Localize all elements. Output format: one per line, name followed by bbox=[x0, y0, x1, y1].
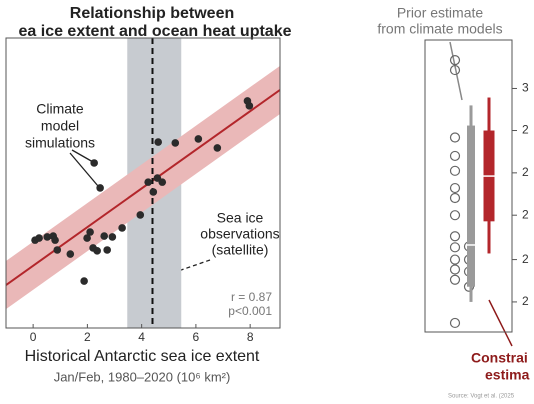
observation-annotation: Sea ice bbox=[217, 210, 264, 226]
data-point bbox=[144, 178, 152, 186]
y-tick-label: 2 bbox=[522, 294, 529, 308]
prior-point bbox=[449, 210, 461, 221]
y-tick-label: 2 bbox=[522, 123, 529, 137]
model-annotation: simulations bbox=[25, 135, 95, 151]
data-point bbox=[51, 236, 59, 244]
prior-point bbox=[449, 55, 461, 66]
observation-annotation: observations bbox=[200, 226, 279, 242]
data-point bbox=[96, 184, 104, 192]
data-point bbox=[43, 233, 52, 241]
panel-frame bbox=[424, 39, 513, 333]
prior-point bbox=[449, 132, 461, 143]
y-tick-label: 2 bbox=[522, 207, 529, 221]
prior-point bbox=[449, 165, 461, 176]
x-tick-label: 2 bbox=[84, 330, 91, 344]
prior-point bbox=[449, 274, 461, 285]
data-point bbox=[35, 234, 43, 242]
y-tick-label: 2 bbox=[522, 252, 529, 266]
x-axis-sublabel: Jan/Feb, 1980–2020 (10⁶ km²) bbox=[54, 369, 231, 384]
annotation-arrow bbox=[71, 149, 94, 163]
prior-point bbox=[449, 317, 461, 329]
plot-area bbox=[6, 38, 280, 328]
data-point bbox=[245, 102, 254, 110]
data-point bbox=[149, 188, 158, 196]
annotation-arrow bbox=[449, 41, 463, 101]
data-point bbox=[53, 246, 62, 254]
annotation-arrow bbox=[69, 152, 99, 187]
prior-point bbox=[449, 150, 461, 162]
x-tick-label: 8 bbox=[247, 330, 254, 344]
p-annotation: p<0.001 bbox=[228, 304, 272, 318]
prior-point bbox=[449, 231, 461, 242]
box-body bbox=[467, 125, 475, 287]
data-point bbox=[86, 228, 94, 236]
y-tick-label: 3 bbox=[522, 81, 529, 95]
data-point bbox=[136, 211, 145, 219]
r-annotation: r = 0.87 bbox=[231, 290, 272, 304]
data-point bbox=[171, 139, 180, 147]
x-tick-label: 6 bbox=[193, 330, 200, 344]
data-point bbox=[103, 246, 111, 254]
data-point bbox=[154, 138, 162, 146]
fit-line bbox=[6, 89, 280, 286]
data-point bbox=[213, 144, 222, 152]
annotation-arrow bbox=[488, 299, 513, 347]
chart-title: Relationship between bbox=[70, 5, 234, 22]
prior-point bbox=[449, 264, 461, 275]
y-tick-label: 2 bbox=[522, 165, 529, 179]
data-point bbox=[100, 232, 109, 240]
source-note: Source: Vogt et al. (2025 bbox=[448, 394, 515, 400]
prior-point bbox=[449, 182, 461, 194]
data-point bbox=[194, 135, 203, 143]
prior-point bbox=[449, 64, 461, 76]
model-annotation: model bbox=[41, 118, 79, 134]
prior-point bbox=[449, 254, 461, 265]
data-point bbox=[108, 233, 117, 241]
x-axis-label: Historical Antarctic sea ice extent bbox=[25, 348, 260, 365]
prior-point bbox=[449, 192, 461, 204]
data-point bbox=[90, 159, 98, 167]
plot-frame bbox=[5, 37, 281, 329]
data-point bbox=[93, 247, 101, 255]
chart-title: ea ice extent and ocean heat uptake bbox=[19, 23, 292, 40]
prior-annotation: from climate models bbox=[377, 21, 502, 37]
model-annotation: Climate bbox=[36, 101, 84, 117]
data-point bbox=[66, 250, 75, 258]
observation-annotation: (satellite) bbox=[212, 242, 269, 258]
data-point bbox=[80, 277, 88, 285]
constrained-annotation: estima bbox=[485, 367, 530, 383]
x-tick-label: 4 bbox=[138, 330, 145, 344]
data-point bbox=[158, 178, 167, 186]
prior-point bbox=[449, 242, 461, 253]
data-point bbox=[83, 234, 91, 242]
constrained-annotation: Constrai bbox=[471, 350, 528, 366]
x-tick-label: 0 bbox=[30, 330, 37, 344]
prior-annotation: Prior estimate bbox=[397, 5, 484, 21]
data-point bbox=[118, 224, 126, 232]
